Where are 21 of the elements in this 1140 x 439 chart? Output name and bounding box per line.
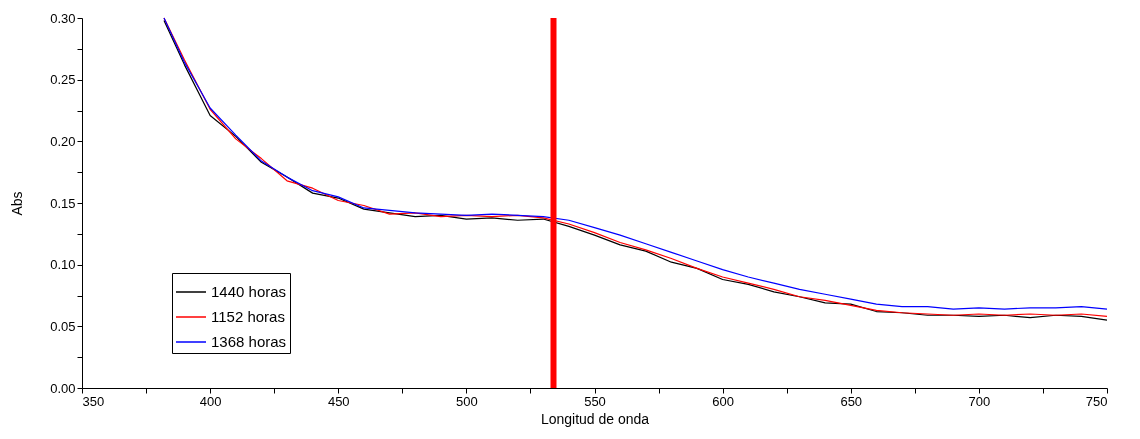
x-tick-label: 450 xyxy=(327,393,350,409)
y-tick-label: 0.05 xyxy=(50,318,76,334)
x-tick-label: 700 xyxy=(968,393,991,409)
y-tick-label: 0.10 xyxy=(50,257,76,273)
y-tick-label: 0.20 xyxy=(50,133,76,149)
x-tick-label: 650 xyxy=(840,393,863,409)
x-tick-label: 500 xyxy=(456,393,478,409)
x-tick-label: 400 xyxy=(199,393,222,409)
y-axis-title: Abs xyxy=(9,191,26,216)
legend-label: 1440 horas xyxy=(211,283,287,300)
x-axis-title: Longitud de onda xyxy=(540,410,650,427)
x-tick-label: 750 xyxy=(1085,393,1108,409)
y-tick-label: 0.00 xyxy=(50,380,76,396)
x-tick-label: 350 xyxy=(82,393,105,409)
y-tick-label: 0.30 xyxy=(50,10,76,26)
y-tick-label: 0.25 xyxy=(50,72,76,88)
x-tick-label: 600 xyxy=(712,393,734,409)
legend-label: 1368 horas xyxy=(211,333,287,350)
legend-label: 1152 horas xyxy=(211,308,285,325)
x-tick-label: 550 xyxy=(584,393,606,409)
y-tick-label: 0.15 xyxy=(50,195,76,211)
